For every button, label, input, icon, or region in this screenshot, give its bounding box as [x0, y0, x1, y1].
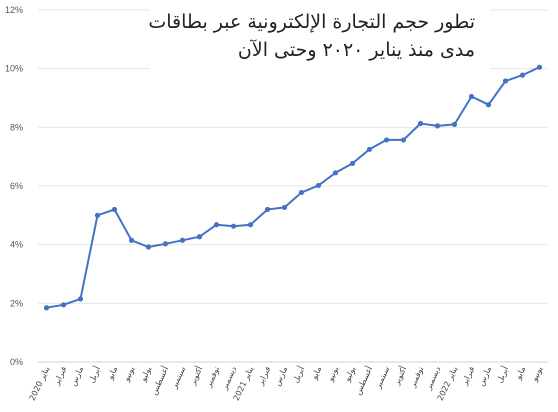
y-tick-label: 2%	[10, 298, 23, 308]
x-tick-label: مارس	[477, 365, 494, 387]
data-point	[230, 223, 237, 229]
x-tick-label: فبراير	[255, 365, 272, 388]
y-axis-tick-labels: 0% 2% 4% 6% 8% 10% 12%	[5, 5, 23, 367]
x-tick-label: أبريل	[494, 365, 510, 385]
data-point	[162, 241, 169, 247]
data-point	[349, 160, 356, 167]
x-tick-label: أبريل	[86, 365, 102, 385]
data-point	[332, 170, 339, 176]
data-point	[94, 212, 101, 218]
data-point	[468, 93, 475, 100]
data-point	[417, 120, 424, 127]
chart-title: تطور حجم التجارة الإلكترونية عبر بطاقات …	[148, 4, 490, 70]
data-point	[60, 302, 67, 308]
x-tick-label: نوفمبر	[204, 365, 222, 389]
title-background	[150, 4, 490, 70]
x-tick-label: يوليو	[138, 365, 153, 384]
data-point	[196, 234, 203, 240]
data-point	[502, 78, 509, 84]
series-line	[46, 66, 540, 309]
x-tick-label: يناير 2020	[28, 365, 52, 402]
data-point	[383, 137, 390, 143]
x-tick-label: فبراير	[51, 365, 68, 388]
x-tick-label: أكتوبر	[187, 365, 205, 388]
data-point	[281, 204, 288, 211]
data-point	[128, 237, 135, 243]
data-point	[213, 222, 220, 228]
data-point	[264, 206, 271, 213]
x-axis-tick-labels: يناير 2020 فبراير مارس أبريل مايو يونيو يوليوأ…	[28, 365, 545, 402]
y-tick-label: 4%	[10, 240, 23, 250]
data-point	[111, 206, 118, 213]
data-point	[298, 189, 305, 196]
x-tick-label: سبتمبر	[169, 365, 187, 391]
y-tick-label: 12%	[5, 5, 23, 15]
x-tick-label: يوليو	[342, 365, 357, 384]
x-tick-label: مايو	[513, 365, 527, 382]
y-tick-label: 0%	[10, 357, 23, 367]
data-point	[247, 222, 254, 228]
data-point	[145, 244, 152, 250]
data-point	[366, 146, 373, 152]
y-tick-label: 10%	[5, 64, 23, 74]
data-point	[43, 305, 50, 311]
y-tick-label: 8%	[10, 122, 23, 132]
x-tick-label: فبراير	[459, 365, 476, 388]
x-tick-label: سبتمبر	[373, 365, 391, 391]
data-point	[485, 102, 492, 108]
x-tick-label: نوفمبر	[408, 365, 426, 389]
y-tick-label: 6%	[10, 181, 23, 191]
data-point	[451, 121, 458, 127]
x-tick-label: مارس	[273, 365, 290, 387]
x-tick-label: مايو	[309, 365, 323, 382]
data-point	[434, 123, 441, 129]
x-tick-label: يونيو	[325, 365, 340, 383]
data-series	[43, 64, 543, 311]
data-point	[536, 64, 543, 70]
x-tick-label: يونيو	[529, 365, 544, 383]
chart-title-line-1: تطور حجم التجارة الإلكترونية عبر بطاقات	[148, 11, 475, 33]
data-point	[179, 237, 186, 243]
x-tick-label: أبريل	[290, 365, 306, 385]
x-tick-label: يونيو	[121, 365, 136, 383]
x-tick-label: مايو	[105, 365, 119, 382]
data-point	[77, 296, 84, 302]
data-point	[315, 182, 322, 189]
chart-title-line-2: مدى منذ يناير ٢٠٢٠ وحتى الآن	[238, 39, 475, 61]
x-tick-label: مارس	[69, 365, 86, 387]
data-point	[519, 72, 526, 78]
data-point	[400, 137, 407, 143]
x-tick-label: أكتوبر	[391, 365, 409, 388]
